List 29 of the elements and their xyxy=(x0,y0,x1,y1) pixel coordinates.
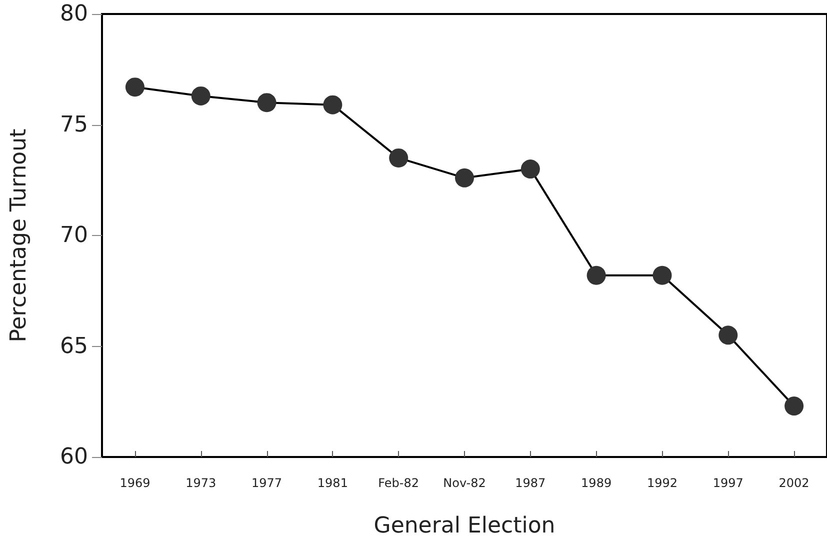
y-tick-label: 65 xyxy=(60,334,88,359)
y-tick-label: 80 xyxy=(60,2,88,26)
y-tick-label: 75 xyxy=(60,112,88,138)
y-axis-title: Percentage Turnout xyxy=(6,128,32,342)
x-tick-label: 1992 xyxy=(646,476,678,490)
point xyxy=(718,326,738,345)
x-tick-label: Feb-82 xyxy=(378,476,420,490)
point xyxy=(520,160,540,179)
x-tick-label: 1973 xyxy=(186,476,216,490)
point xyxy=(586,266,606,285)
point xyxy=(652,266,672,285)
x-tick-label: 1987 xyxy=(515,476,546,490)
y-tick-label: 60 xyxy=(60,444,88,470)
y-tick-label: 70 xyxy=(60,223,88,248)
point xyxy=(455,168,474,188)
point xyxy=(191,86,210,106)
point xyxy=(125,78,144,97)
x-tick-label: 2002 xyxy=(778,476,810,490)
point xyxy=(784,396,804,416)
x-tick-label: Nov-82 xyxy=(443,476,486,490)
point xyxy=(257,93,276,112)
x-tick-label: 1977 xyxy=(252,476,282,490)
x-tick-label: 1969 xyxy=(120,476,150,490)
x-axis-title: General Election xyxy=(374,514,556,538)
x-tick-label: 1997 xyxy=(712,476,744,490)
point xyxy=(389,148,408,168)
point xyxy=(323,95,342,114)
x-tick-label: 1981 xyxy=(317,476,348,490)
x-tick-label: 1989 xyxy=(581,476,612,490)
